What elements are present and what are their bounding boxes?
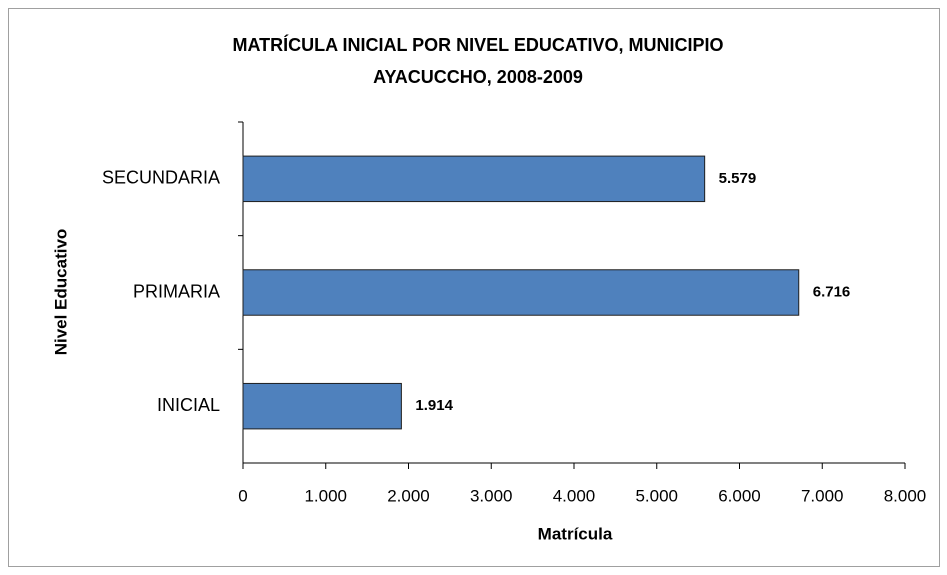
y-axis-label: Nivel Educativo [51,229,70,356]
value-label: 6.716 [813,283,851,300]
x-tick-label: 2.000 [387,486,430,505]
chart-title: AYACUCCHO, 2008-2009 [373,67,583,87]
chart-title: MATRÍCULA INICIAL POR NIVEL EDUCATIVO, M… [232,34,723,55]
x-tick-label: 3.000 [470,486,513,505]
x-axis-label: Matrícula [538,524,613,543]
x-tick-label: 5.000 [635,486,678,505]
x-tick-label: 8.000 [884,486,927,505]
y-tick-label: INICIAL [157,395,220,415]
value-label: 5.579 [719,170,757,187]
bar [242,155,706,203]
x-tick-label: 7.000 [801,486,844,505]
x-tick-label: 6.000 [718,486,761,505]
bar [242,382,402,430]
value-label: 1.914 [415,397,453,414]
y-tick-label: SECUNDARIA [102,168,220,188]
x-tick-label: 1.000 [304,486,347,505]
x-tick-label: 4.000 [553,486,596,505]
y-tick-label: PRIMARIA [133,281,220,301]
bar [242,269,800,316]
x-tick-label: 0 [238,486,247,505]
